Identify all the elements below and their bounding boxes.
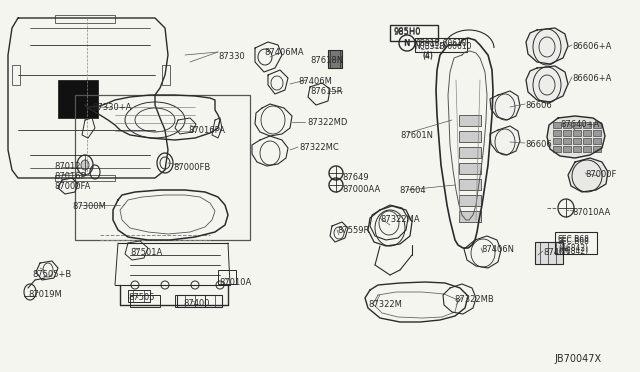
Bar [58, 80, 98, 118]
Bar [55, 15, 115, 23]
Text: 87405: 87405 [543, 248, 570, 257]
Bar [573, 138, 581, 144]
Text: (06842): (06842) [558, 244, 588, 253]
Bar [218, 270, 236, 284]
Text: 87010A: 87010A [219, 278, 252, 287]
Polygon shape [526, 66, 568, 102]
Bar [573, 146, 581, 152]
Bar [593, 146, 601, 152]
Text: 87406MA: 87406MA [264, 48, 303, 57]
Text: 87322MD: 87322MD [307, 118, 348, 127]
Text: (4): (4) [422, 51, 433, 60]
Bar [175, 295, 205, 307]
Bar [563, 146, 571, 152]
Bar [459, 163, 481, 174]
Text: 87300M: 87300M [72, 202, 106, 211]
Text: 87010AA: 87010AA [572, 208, 611, 217]
Bar [390, 25, 438, 41]
Bar [583, 138, 591, 144]
Bar [583, 122, 591, 128]
Text: 87330+A: 87330+A [92, 103, 131, 112]
Bar [573, 130, 581, 136]
Bar [459, 195, 481, 206]
Text: 87400: 87400 [183, 299, 209, 308]
Text: 87505+B: 87505+B [32, 270, 71, 279]
Ellipse shape [81, 160, 89, 170]
Text: 87330: 87330 [218, 52, 244, 61]
Bar [593, 122, 601, 128]
Bar [128, 290, 150, 302]
Bar [459, 211, 481, 222]
Text: 87618N: 87618N [310, 56, 343, 65]
Text: 87406N: 87406N [481, 245, 514, 254]
Text: 87322MB: 87322MB [454, 295, 493, 304]
Text: 86606+A: 86606+A [572, 42, 611, 51]
Bar [593, 130, 601, 136]
Bar [12, 65, 20, 85]
Bar [535, 242, 563, 264]
Bar [459, 179, 481, 190]
Bar [563, 130, 571, 136]
Text: 87000FA: 87000FA [54, 182, 90, 191]
Bar [555, 232, 597, 254]
Text: JB70047X: JB70047X [554, 354, 601, 364]
Text: 87012: 87012 [54, 162, 81, 171]
Text: 87615R: 87615R [310, 87, 342, 96]
Bar [553, 146, 561, 152]
Bar [130, 295, 160, 307]
Bar [573, 122, 581, 128]
Bar [75, 95, 250, 240]
Text: 87501A: 87501A [130, 248, 163, 257]
Text: 87016P: 87016P [54, 172, 86, 181]
Bar [55, 175, 115, 181]
Text: N: N [404, 38, 410, 48]
Bar [553, 130, 561, 136]
Polygon shape [490, 126, 520, 155]
Bar [177, 295, 222, 307]
Text: 87000AA: 87000AA [342, 185, 380, 194]
Text: SEC.B68: SEC.B68 [558, 237, 590, 246]
Text: (4): (4) [422, 52, 433, 61]
Bar [328, 50, 342, 68]
Text: 87505: 87505 [128, 293, 154, 302]
Text: 87000F: 87000F [585, 170, 616, 179]
Bar [583, 146, 591, 152]
Text: 86606: 86606 [525, 101, 552, 110]
Bar [553, 122, 561, 128]
Bar [162, 65, 170, 85]
Text: 86606: 86606 [525, 140, 552, 149]
Bar [459, 115, 481, 126]
Text: SEC.B68: SEC.B68 [558, 235, 590, 244]
Text: 87019M: 87019M [28, 290, 61, 299]
Bar [583, 130, 591, 136]
Bar [593, 138, 601, 144]
Text: 87640+A: 87640+A [560, 120, 599, 129]
Text: 87322MA: 87322MA [380, 215, 420, 224]
Text: 87322M: 87322M [368, 300, 402, 309]
Bar [459, 131, 481, 142]
Text: 0B91B-60610: 0B91B-60610 [416, 39, 468, 48]
Text: N0B91B-60610: N0B91B-60610 [414, 42, 472, 51]
Bar [563, 122, 571, 128]
Text: 87322MC: 87322MC [299, 143, 339, 152]
Polygon shape [526, 28, 568, 64]
Bar [563, 138, 571, 144]
Text: 87559R: 87559R [337, 226, 369, 235]
Polygon shape [568, 158, 608, 192]
Text: 86606+A: 86606+A [572, 74, 611, 83]
Text: 87016PA: 87016PA [188, 126, 225, 135]
Bar [415, 38, 467, 52]
Text: 87604: 87604 [399, 186, 426, 195]
Bar [459, 147, 481, 158]
Text: 87649: 87649 [342, 173, 369, 182]
Text: 87406M: 87406M [298, 77, 332, 86]
Text: 87000FB: 87000FB [173, 163, 211, 172]
Bar [553, 138, 561, 144]
Text: 985H0: 985H0 [393, 27, 420, 36]
Text: (06842): (06842) [558, 247, 588, 256]
Text: 985H0: 985H0 [393, 28, 420, 37]
Text: 87601N: 87601N [400, 131, 433, 140]
Polygon shape [547, 116, 605, 158]
Polygon shape [490, 91, 520, 120]
